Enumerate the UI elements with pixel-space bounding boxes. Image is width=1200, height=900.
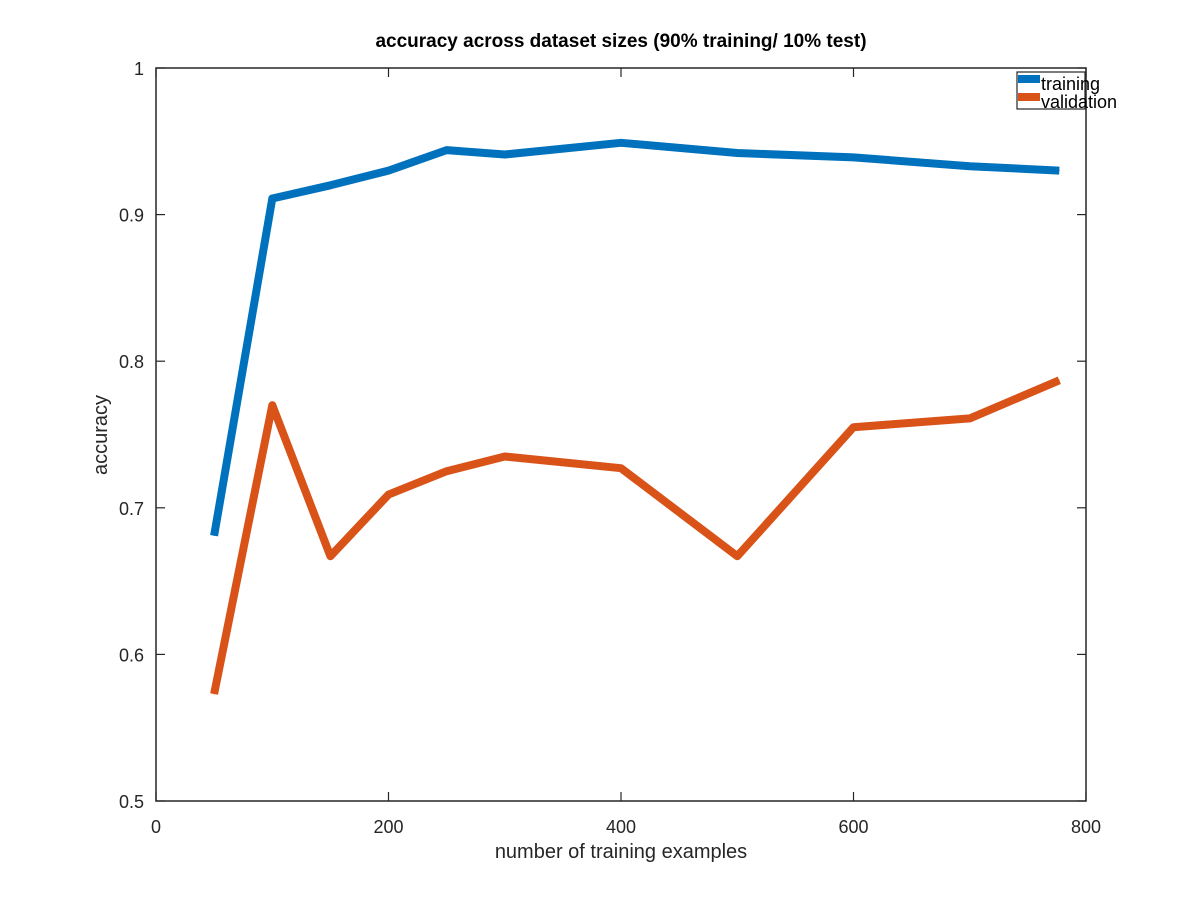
data-point-validation (620, 467, 622, 469)
axis-ticks: 0 200 400 600 800 0.5 0.6 0.7 0.8 0.9 1 (119, 59, 1101, 837)
data-point-validation (446, 470, 448, 472)
data-point-training (446, 149, 448, 151)
series-layer (210, 138, 1061, 695)
data-point-validation (853, 426, 854, 428)
data-point-training (213, 535, 215, 537)
data-point-training (969, 165, 971, 167)
data-point-validation (329, 555, 331, 557)
x-tick-label: 200 (373, 817, 403, 837)
x-tick-label: 400 (606, 817, 636, 837)
data-point-validation (271, 404, 273, 406)
y-tick-label: 0.7 (119, 499, 144, 519)
axes-box (155, 67, 1087, 802)
data-point-validation (1058, 379, 1060, 381)
y-tick-label: 0.8 (119, 352, 144, 372)
x-tick-label: 600 (838, 817, 868, 837)
x-tick-label: 800 (1071, 817, 1101, 837)
data-point-validation (213, 693, 215, 695)
data-point-training (853, 156, 854, 158)
x-tick-label: 0 (151, 817, 161, 837)
y-tick-label: 0.5 (119, 792, 144, 812)
data-point-training (271, 197, 273, 199)
data-point-validation (969, 417, 971, 419)
data-point-training (620, 142, 622, 144)
data-point-validation (736, 555, 738, 557)
legend-label-training: training (1041, 74, 1100, 94)
data-point-validation (504, 455, 506, 457)
data-point-validation (388, 494, 389, 496)
data-point-training (329, 184, 331, 186)
y-tick-label: 0.9 (119, 206, 144, 226)
data-point-training (736, 152, 738, 154)
y-tick-label: 0.6 (119, 645, 144, 665)
legend-label-validation: validation (1041, 92, 1117, 112)
y-axis-label: accuracy (90, 395, 112, 475)
chart-title: accuracy across dataset sizes (90% train… (375, 31, 866, 52)
x-axis-label: number of training examples (495, 841, 747, 863)
data-point-training (504, 153, 506, 155)
data-point-training (1058, 170, 1060, 172)
data-point-training (388, 170, 389, 172)
plot-area (155, 67, 1087, 802)
y-tick-label: 1 (134, 59, 144, 79)
